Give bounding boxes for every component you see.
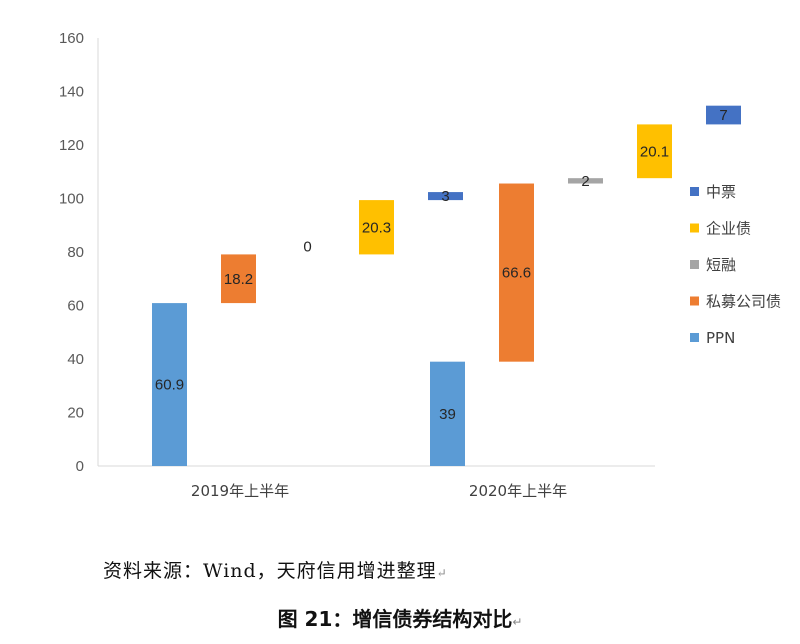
source-note: 资料来源：Wind，天府信用增进整理↵	[103, 560, 448, 582]
x-category-label: 2019年上半年	[191, 482, 289, 500]
legend-swatch	[690, 333, 699, 342]
bar-segment	[637, 124, 672, 179]
legend-label: 企业债	[706, 220, 751, 238]
legend-swatch	[690, 260, 699, 269]
legend-label: PPN	[706, 329, 735, 347]
bar-segment	[568, 178, 603, 184]
x-category-label: 2020年上半年	[469, 482, 567, 500]
data-label: 3	[441, 188, 449, 205]
bar-segment	[499, 183, 534, 362]
bar-segment	[359, 200, 394, 255]
y-tick-label: 40	[67, 351, 84, 368]
y-tick-label: 160	[59, 30, 84, 47]
y-tick-label: 100	[59, 191, 84, 208]
legend-swatch	[690, 187, 699, 196]
data-label: 60.9	[155, 377, 184, 394]
bar-segment	[706, 105, 741, 125]
data-label: 18.2	[224, 271, 253, 288]
data-label: 20.3	[362, 219, 391, 236]
legend-label: 私募公司债	[706, 293, 781, 311]
data-label: 66.6	[502, 265, 531, 282]
figure-caption: 图 21：增信债券结构对比↵	[277, 607, 523, 631]
legend-label: 中票	[706, 183, 736, 201]
y-tick-label: 120	[59, 137, 84, 154]
bar-segment	[430, 361, 465, 466]
data-label: 0	[303, 238, 311, 255]
data-label: 7	[719, 107, 727, 124]
legend-swatch	[690, 223, 699, 233]
y-tick-label: 80	[67, 244, 84, 261]
bar-segment	[428, 192, 463, 201]
bar-segment	[152, 303, 187, 466]
legend-swatch	[690, 296, 699, 306]
data-label: 39	[439, 406, 456, 423]
legend-label: 短融	[706, 256, 736, 274]
y-tick-label: 0	[76, 458, 84, 475]
bar-segment	[221, 254, 256, 304]
y-tick-label: 60	[67, 298, 84, 315]
data-label: 20.1	[640, 143, 669, 160]
y-tick-label: 140	[59, 84, 84, 101]
data-label: 2	[581, 173, 589, 190]
y-tick-label: 20	[67, 405, 84, 422]
